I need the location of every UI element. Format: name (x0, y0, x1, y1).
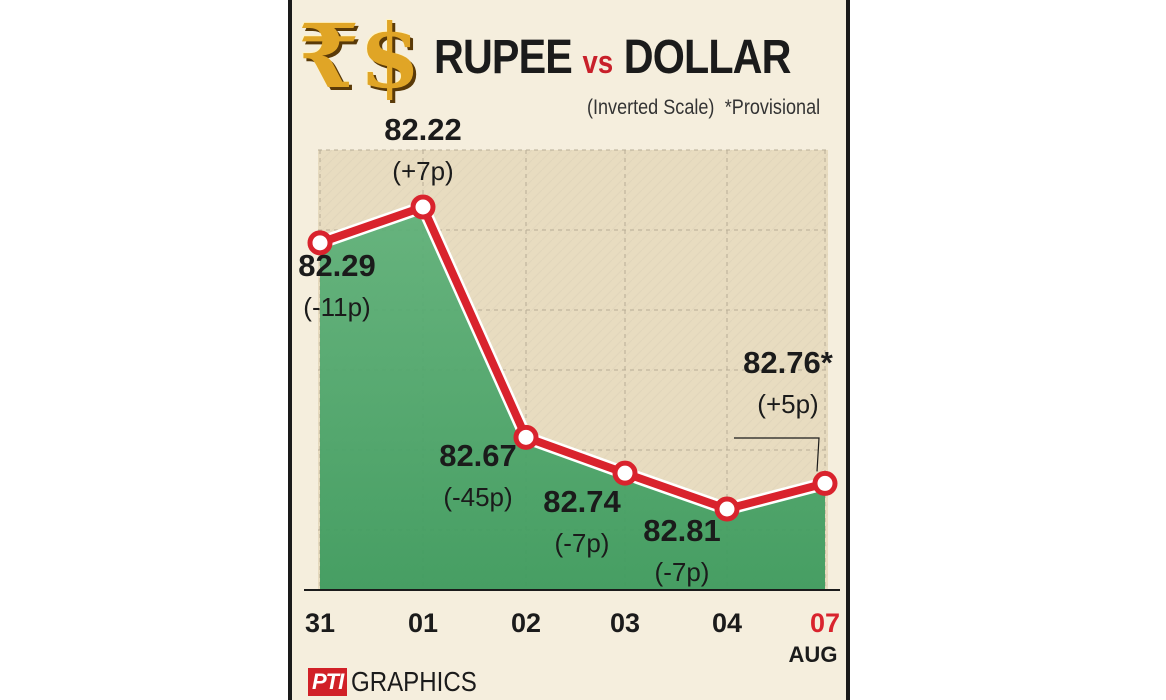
currency-symbols: ₹ $ (298, 0, 420, 112)
change-label: (-7p) (555, 528, 610, 558)
value-label: 82.76* (743, 345, 834, 380)
x-tick-label: 07 (810, 608, 840, 638)
provisional-note: *Provisional (724, 96, 820, 119)
title-dollar: DOLLAR (623, 31, 792, 84)
change-label: (+5p) (757, 389, 818, 419)
value-label: 82.81 (643, 513, 721, 548)
change-label: (-11p) (303, 292, 370, 322)
infographic-frame: ₹ $ RUPEE vs DOLLAR (Inverted Scale) *Pro… (288, 0, 850, 700)
dollar-symbol-icon: $ (359, 4, 421, 108)
area-under-line (320, 207, 825, 590)
rupee-symbol-icon: ₹ (298, 4, 360, 108)
credit: PTI GRAPHICS (308, 664, 497, 700)
data-point (612, 460, 638, 486)
value-label: 82.22 (384, 112, 462, 147)
chart-title: RUPEE vs DOLLAR (434, 30, 791, 85)
data-point (410, 194, 436, 220)
value-label: 82.67 (439, 438, 517, 473)
inverted-scale-note: (Inverted Scale) (586, 96, 715, 119)
data-points (307, 194, 838, 522)
value-label: 82.74 (543, 484, 621, 519)
x-tick-sublabel: AUG (789, 642, 838, 667)
graphics-label: GRAPHICS (351, 666, 478, 697)
pti-logo: PTI (308, 668, 348, 696)
x-axis-ticks: 31 01 02 03 04 07 AUG (304, 589, 840, 667)
area-fill (320, 207, 825, 590)
title-rupee: RUPEE (434, 31, 573, 84)
series-line-path (316, 203, 829, 513)
change-label: (-7p) (655, 557, 710, 587)
x-tick-label: 02 (511, 608, 541, 638)
series-line (313, 200, 832, 516)
value-label: 82.29 (298, 248, 376, 283)
data-point (714, 496, 740, 522)
callout-leader-line (734, 437, 820, 472)
data-labels: 82.29 (-11p) 82.22 (+7p) 82.67 (-45p) 82.74 (-7… (298, 112, 834, 587)
x-tick-label: 31 (305, 608, 335, 638)
x-tick-label: 03 (610, 608, 640, 638)
title-vs: vs (582, 44, 614, 80)
change-label: (-45p) (443, 482, 512, 512)
change-label: (+7p) (392, 156, 453, 186)
data-point (513, 424, 539, 450)
data-point (812, 470, 838, 496)
data-point (307, 230, 333, 256)
x-tick-label: 01 (408, 608, 438, 638)
line-chart: 82.29 (-11p) 82.22 (+7p) 82.67 (-45p) 82.74 (-7… (298, 112, 840, 667)
chart-subtitle: (Inverted Scale) *Provisional (587, 96, 820, 120)
x-tick-label: 04 (712, 608, 742, 638)
